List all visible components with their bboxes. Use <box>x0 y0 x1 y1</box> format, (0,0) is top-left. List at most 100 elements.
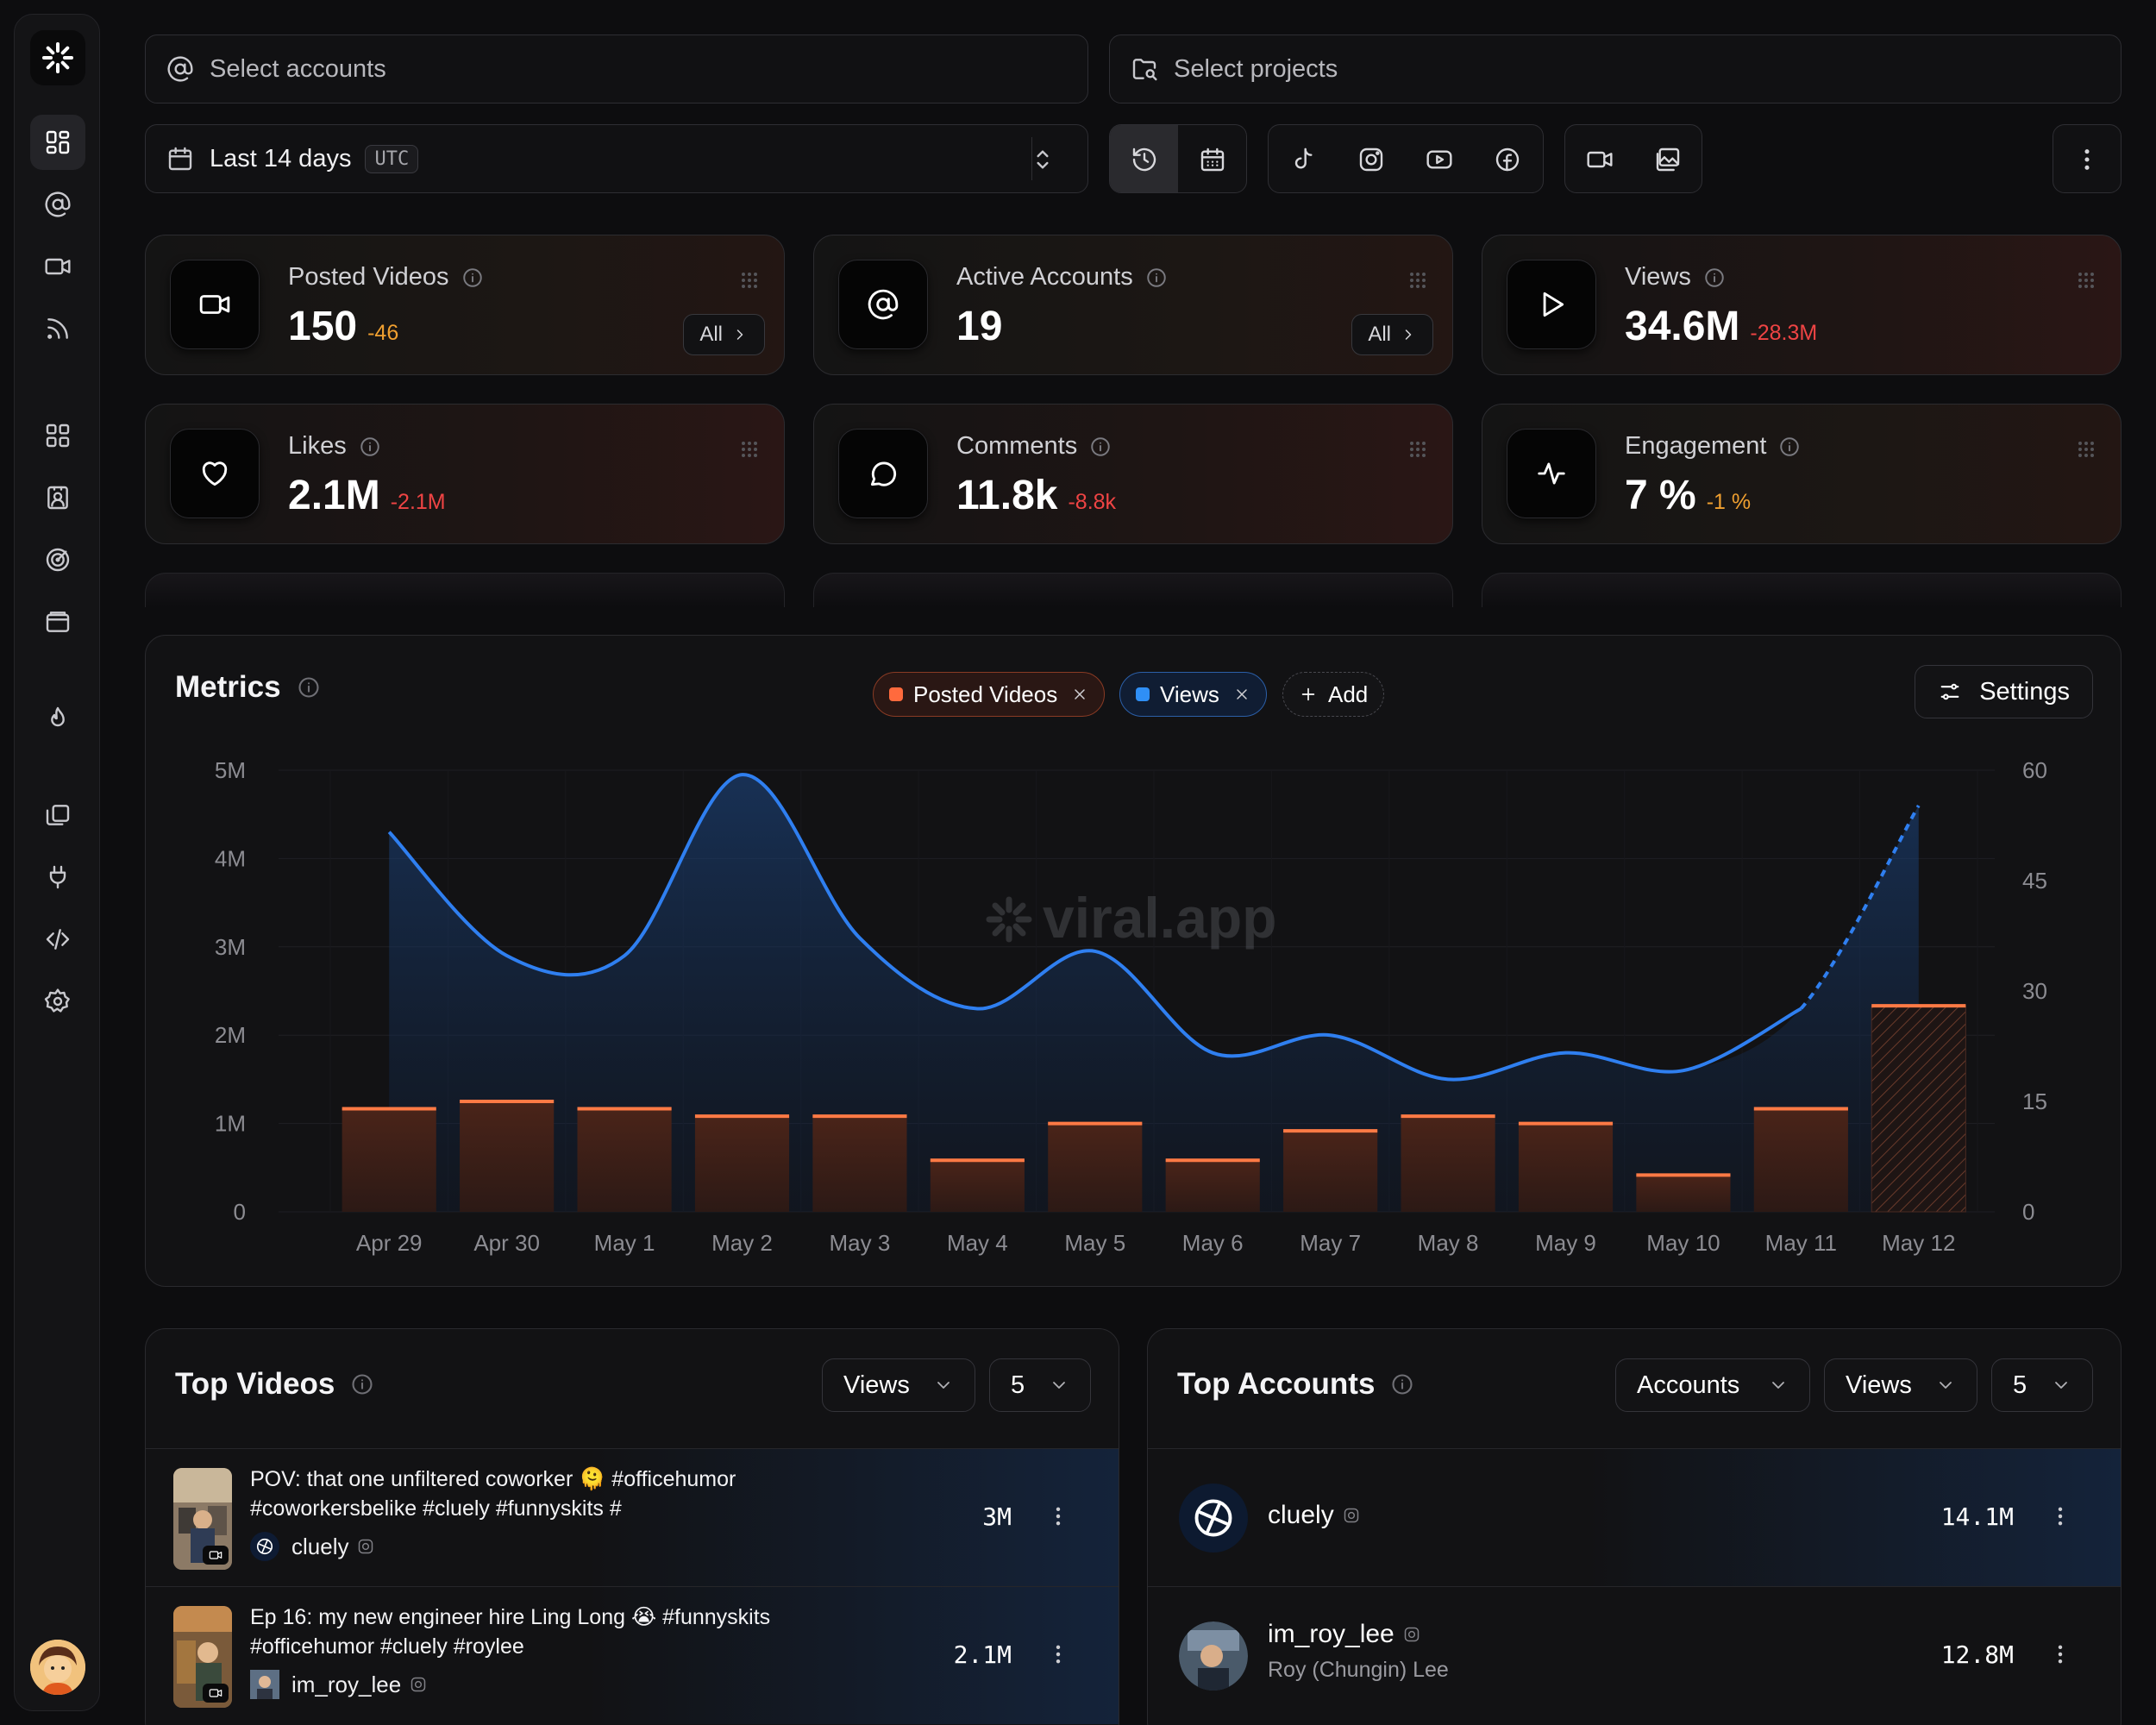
video-thumbnail[interactable] <box>173 1606 232 1708</box>
drag-handle-icon[interactable] <box>1407 270 1428 291</box>
video-title[interactable]: POV: that one unfiltered coworker 🫠 #off… <box>250 1467 736 1521</box>
video-type-button[interactable] <box>1565 125 1633 192</box>
nav-api[interactable] <box>30 912 85 967</box>
nav-trending[interactable] <box>30 691 85 746</box>
accounts-select[interactable]: Select accounts <box>145 34 1088 104</box>
more-vertical-icon[interactable] <box>1046 1642 1070 1666</box>
info-icon[interactable] <box>1390 1372 1414 1396</box>
nav-dashboard[interactable] <box>30 115 85 170</box>
account-avatar[interactable] <box>1179 1622 1248 1690</box>
count-label: 5 <box>1011 1371 1025 1399</box>
table-row[interactable]: POV: that one unfiltered coworker 🫠 #off… <box>146 1448 1119 1586</box>
table-row[interactable]: Ep 16: my new engineer hire Ling Long 😭 … <box>146 1586 1119 1724</box>
stat-label: Engagement <box>1625 432 1801 461</box>
tiktok-filter-button[interactable] <box>1269 125 1337 192</box>
instagram-filter-button[interactable] <box>1337 125 1405 192</box>
close-icon[interactable] <box>1233 686 1250 703</box>
date-range-select[interactable]: Last 14 days UTC <box>145 124 1088 193</box>
user-avatar[interactable] <box>30 1640 85 1695</box>
top-videos-panel: Top Videos Views 5 POV: that one unfilte… <box>145 1328 1119 1725</box>
more-vertical-icon[interactable] <box>2048 1504 2072 1528</box>
bar <box>460 1101 555 1212</box>
table-row[interactable]: im_roy_lee Roy (Chungin) Lee 12.8M <box>1148 1586 2121 1724</box>
view-all-button[interactable]: All <box>1351 314 1433 355</box>
stat-label: Likes <box>288 432 381 461</box>
account-avatar <box>250 1532 279 1561</box>
metric-chip-posted-videos[interactable]: Posted Videos <box>873 672 1106 717</box>
top-accounts-sort-select[interactable]: Views <box>1824 1358 1977 1412</box>
calendar-mode-button[interactable] <box>1178 125 1246 192</box>
nav-goals[interactable] <box>30 532 85 587</box>
add-metric-button[interactable]: Add <box>1282 672 1385 717</box>
app-logo[interactable] <box>30 30 85 85</box>
table-row[interactable]: cluely 14.1M <box>1148 1448 2121 1586</box>
stat-card-active-accounts[interactable]: Active Accounts 19 All <box>813 235 1453 375</box>
stat-card-engagement[interactable]: Engagement 7 % -1 % <box>1482 404 2122 544</box>
nav-videos[interactable] <box>30 239 85 294</box>
watermark: viral.app <box>986 886 1276 950</box>
nav-contacts[interactable] <box>30 470 85 525</box>
info-icon[interactable] <box>350 1372 374 1396</box>
x-axis-tick-label: Apr 29 <box>356 1230 423 1256</box>
more-vertical-icon[interactable] <box>1046 1504 1070 1528</box>
more-options <box>2053 124 2122 193</box>
video-account[interactable]: im_roy_lee <box>250 1670 427 1699</box>
stat-label: Posted Videos <box>288 263 484 292</box>
drag-handle-icon[interactable] <box>2076 270 2096 291</box>
info-icon[interactable] <box>1703 267 1726 289</box>
account-name[interactable]: cluely <box>1268 1501 1360 1530</box>
nav-layouts[interactable] <box>30 408 85 463</box>
drag-handle-icon[interactable] <box>739 439 760 460</box>
stat-card-likes[interactable]: Likes 2.1M -2.1M <box>145 404 785 544</box>
top-videos-sort-select[interactable]: Views <box>822 1358 975 1412</box>
nav-wallet[interactable] <box>30 594 85 649</box>
drag-handle-icon[interactable] <box>2076 439 2096 460</box>
video-title[interactable]: Ep 16: my new engineer hire Ling Long 😭 … <box>250 1605 771 1659</box>
account-avatar[interactable] <box>1179 1484 1248 1552</box>
right-axis-tick-label: 45 <box>2022 868 2047 894</box>
top-accounts-count-select[interactable]: 5 <box>1991 1358 2093 1412</box>
stat-card-posted-videos[interactable]: Posted Videos 150 -46 All <box>145 235 785 375</box>
drag-handle-icon[interactable] <box>1407 439 1428 460</box>
facebook-filter-button[interactable] <box>1473 125 1541 192</box>
video-account[interactable]: cluely <box>250 1532 374 1561</box>
nav-integrations[interactable] <box>30 850 85 905</box>
more-options-button[interactable] <box>2053 125 2121 192</box>
nav-library[interactable] <box>30 787 85 843</box>
info-icon[interactable] <box>297 675 321 699</box>
stat-label: Active Accounts <box>956 263 1168 292</box>
account-name[interactable]: im_roy_lee <box>1268 1620 1420 1649</box>
nav-accounts[interactable] <box>30 177 85 232</box>
top-accounts-group-select[interactable]: Accounts <box>1615 1358 1810 1412</box>
sliders-icon <box>1940 683 1959 700</box>
history-mode-button[interactable] <box>1110 125 1178 192</box>
bar <box>1165 1160 1260 1212</box>
bar <box>812 1116 907 1212</box>
bar <box>1283 1131 1378 1212</box>
projects-select[interactable]: Select projects <box>1109 34 2122 104</box>
info-icon[interactable] <box>461 267 484 289</box>
stat-card-comments[interactable]: Comments 11.8k -8.8k <box>813 404 1453 544</box>
youtube-filter-button[interactable] <box>1405 125 1473 192</box>
close-icon[interactable] <box>1071 686 1088 703</box>
stat-card-views[interactable]: Views 34.6M -28.3M <box>1482 235 2122 375</box>
top-videos-count-select[interactable]: 5 <box>989 1358 1091 1412</box>
chart-settings-button[interactable]: Settings <box>1915 665 2093 718</box>
left-axis-tick-label: 1M <box>215 1111 246 1137</box>
video-thumbnail[interactable] <box>173 1468 232 1570</box>
drag-handle-icon[interactable] <box>739 270 760 291</box>
nav-feed[interactable] <box>30 301 85 356</box>
info-icon[interactable] <box>1089 436 1112 458</box>
metric-chip-views[interactable]: Views <box>1119 672 1267 717</box>
stat-label-text: Likes <box>288 432 347 460</box>
info-icon[interactable] <box>359 436 381 458</box>
image-type-button[interactable] <box>1633 125 1702 192</box>
legend-swatch <box>889 687 903 701</box>
view-all-button[interactable]: All <box>683 314 765 355</box>
info-icon[interactable] <box>1145 267 1168 289</box>
chevron-up-down-icon[interactable] <box>1029 146 1056 173</box>
more-vertical-icon[interactable] <box>2048 1642 2072 1666</box>
nav-settings[interactable] <box>30 974 85 1029</box>
info-icon[interactable] <box>1778 436 1801 458</box>
stat-value-text: 2.1M <box>288 473 380 518</box>
